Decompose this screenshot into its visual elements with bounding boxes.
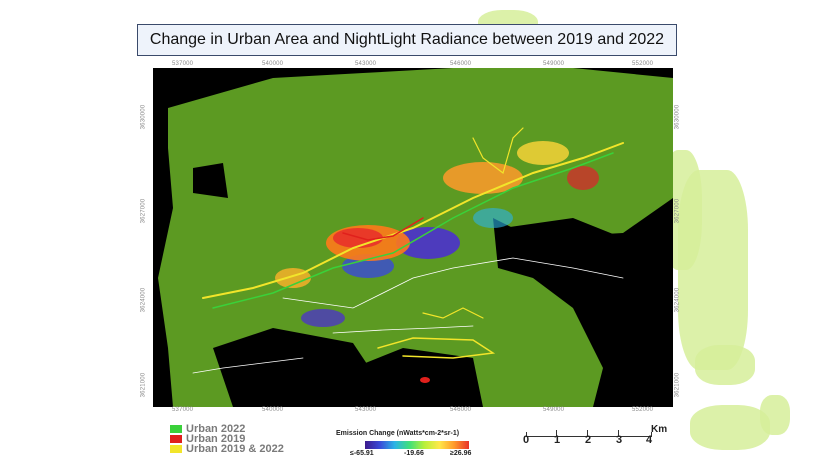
legend-swatch: [170, 425, 182, 433]
scale-label: 3: [616, 434, 623, 446]
map-canvas[interactable]: [153, 68, 673, 407]
emission-decrease-zone: [396, 227, 460, 259]
scale-bar: [526, 432, 652, 437]
nodata-area: [213, 328, 383, 407]
emission-increase-zone: [567, 166, 599, 190]
map-title: Change in Urban Area and NightLight Radi…: [137, 24, 677, 56]
legend-swatch: [170, 435, 182, 443]
map-tick-top: 540000: [262, 61, 284, 67]
scale-label: 4: [646, 434, 653, 446]
map-tick-top: 546000: [450, 61, 472, 67]
map-tick-bottom: 537000: [172, 407, 194, 413]
map-tick-right: 3624000: [674, 287, 681, 313]
scale-unit: Km: [651, 424, 668, 435]
emission-min-label: ≤-65.91: [350, 450, 374, 457]
legend-label: Urban 2022: [186, 423, 246, 435]
urban-roads: [192, 127, 624, 374]
map-tick-left: 3624000: [140, 287, 147, 313]
background-patch: [678, 170, 748, 370]
emission-increase-zone: [333, 228, 383, 248]
legend-label: Urban 2019: [186, 433, 246, 445]
legend-swatch: [170, 445, 182, 453]
background-patch: [690, 405, 770, 450]
nodata-area: [193, 163, 228, 198]
scale-tick: [618, 430, 619, 436]
map-tick-right: 3630000: [674, 104, 681, 130]
emission-decrease-zone: [301, 309, 345, 327]
scale-label: 2: [585, 434, 592, 446]
map-tick-left: 3621000: [140, 372, 147, 398]
emission-decrease-zone: [473, 208, 513, 228]
map-tick-top: 543000: [355, 61, 377, 67]
map-tick-right: 3621000: [674, 372, 681, 398]
map-tick-bottom: 540000: [262, 407, 284, 413]
urban-2019-patch: [420, 377, 430, 383]
scale-tick: [556, 430, 557, 436]
map-tick-bottom: 546000: [450, 407, 472, 413]
map-tick-bottom: 543000: [355, 407, 377, 413]
map-tick-right: 3627000: [674, 198, 681, 224]
nodata-area: [503, 218, 623, 298]
emission-color-bar: [365, 441, 469, 449]
map-tick-left: 3627000: [140, 198, 147, 224]
map-tick-bottom: 549000: [543, 407, 565, 413]
scale-label: 0: [523, 434, 530, 446]
background-patch: [695, 345, 755, 385]
scale-tick: [587, 430, 588, 436]
map-tick-left: 3630000: [140, 104, 147, 130]
emission-mid-label: -19.66: [404, 450, 424, 457]
map-tick-top: 549000: [543, 61, 565, 67]
legend-urban-both: Urban 2019 & 2022: [170, 443, 284, 455]
scale-label: 1: [554, 434, 561, 446]
emission-legend-title: Emission Change (nWatts*cm-2*sr-1): [336, 430, 460, 437]
emission-max-label: ≥26.96: [450, 450, 472, 457]
emission-increase-zone: [517, 141, 569, 165]
map-graphic: [158, 68, 673, 407]
legend-urban-2019: Urban 2019: [170, 433, 245, 445]
map-tick-top: 552000: [632, 61, 654, 67]
legend-label: Urban 2019 & 2022: [186, 443, 284, 455]
legend-urban-2022: Urban 2022: [170, 423, 245, 435]
map-tick-bottom: 552000: [632, 407, 654, 413]
map-tick-top: 537000: [172, 61, 194, 67]
